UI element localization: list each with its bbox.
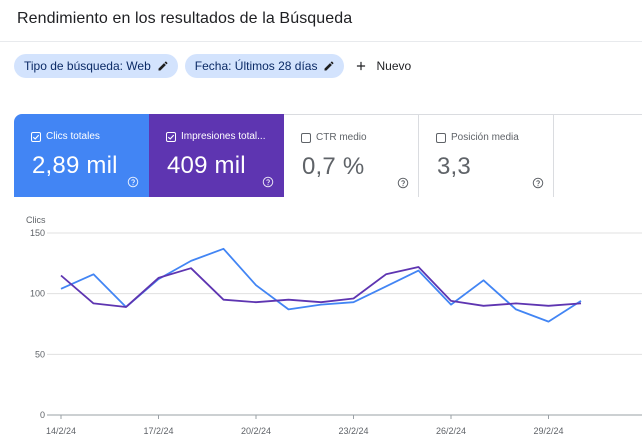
y-axis-title: Clics bbox=[26, 215, 46, 225]
page-header: Rendimiento en los resultados de la Búsq… bbox=[0, 0, 642, 42]
plus-icon bbox=[354, 59, 368, 73]
help-icon[interactable] bbox=[127, 175, 139, 188]
metric-label: CTR medio bbox=[316, 132, 367, 143]
new-filter-label: Nuevo bbox=[376, 59, 412, 73]
chip-label: Tipo de búsqueda: Web bbox=[24, 59, 151, 73]
metric-value: 409 mil bbox=[167, 152, 246, 179]
metric-value: 3,3 bbox=[437, 153, 471, 180]
x-tick-label: 26/2/24 bbox=[436, 426, 466, 436]
y-tick-label: 50 bbox=[35, 349, 45, 359]
metric-card-average-ctr[interactable]: CTR medio 0,7 % bbox=[284, 114, 419, 197]
x-tick-label: 17/2/24 bbox=[143, 426, 173, 436]
metric-card-average-position[interactable]: Posición media 3,3 bbox=[419, 114, 554, 197]
metric-card-total-clicks[interactable]: Clics totales 2,89 mil bbox=[14, 114, 149, 197]
impressions-series-line[interactable] bbox=[60, 266, 582, 308]
metric-value: 2,89 mil bbox=[32, 152, 118, 179]
metric-value: 0,7 % bbox=[302, 153, 365, 180]
metric-label: Impresiones total... bbox=[181, 131, 266, 142]
checkbox-checked-icon[interactable] bbox=[166, 132, 176, 142]
new-filter-button[interactable]: Nuevo bbox=[354, 59, 411, 73]
help-icon[interactable] bbox=[397, 176, 409, 189]
metric-label: Clics totales bbox=[46, 131, 100, 142]
page-title: Rendimiento en los resultados de la Búsq… bbox=[17, 10, 353, 27]
metric-card-total-impressions[interactable]: Impresiones total... 409 mil bbox=[149, 114, 284, 197]
filter-bar: Tipo de búsqueda: Web Fecha: Últimos 28 … bbox=[14, 54, 411, 78]
y-tick-label: 100 bbox=[30, 289, 45, 299]
metric-cards: Clics totales 2,89 mil Impresiones total… bbox=[14, 114, 554, 197]
pencil-icon bbox=[157, 60, 169, 72]
y-tick-label: 0 bbox=[40, 410, 45, 420]
help-icon[interactable] bbox=[262, 175, 274, 188]
help-icon[interactable] bbox=[532, 176, 544, 189]
x-tick-label: 20/2/24 bbox=[241, 426, 271, 436]
search-type-filter-chip[interactable]: Tipo de búsqueda: Web bbox=[14, 54, 178, 78]
metric-label: Posición media bbox=[451, 132, 519, 143]
pencil-icon bbox=[323, 60, 335, 72]
x-tick-label: 23/2/24 bbox=[338, 426, 368, 436]
x-tick-label: 29/2/24 bbox=[533, 426, 563, 436]
metrics-divider bbox=[554, 114, 642, 115]
date-filter-chip[interactable]: Fecha: Últimos 28 días bbox=[184, 54, 345, 78]
x-tick-label: 14/2/24 bbox=[46, 426, 76, 436]
clicks-series-line[interactable] bbox=[60, 247, 582, 323]
checkbox-checked-icon[interactable] bbox=[31, 132, 41, 142]
chip-label: Fecha: Últimos 28 días bbox=[194, 59, 318, 73]
checkbox-unchecked-icon[interactable] bbox=[436, 133, 446, 143]
y-tick-label: 150 bbox=[30, 228, 45, 238]
checkbox-unchecked-icon[interactable] bbox=[301, 133, 311, 143]
